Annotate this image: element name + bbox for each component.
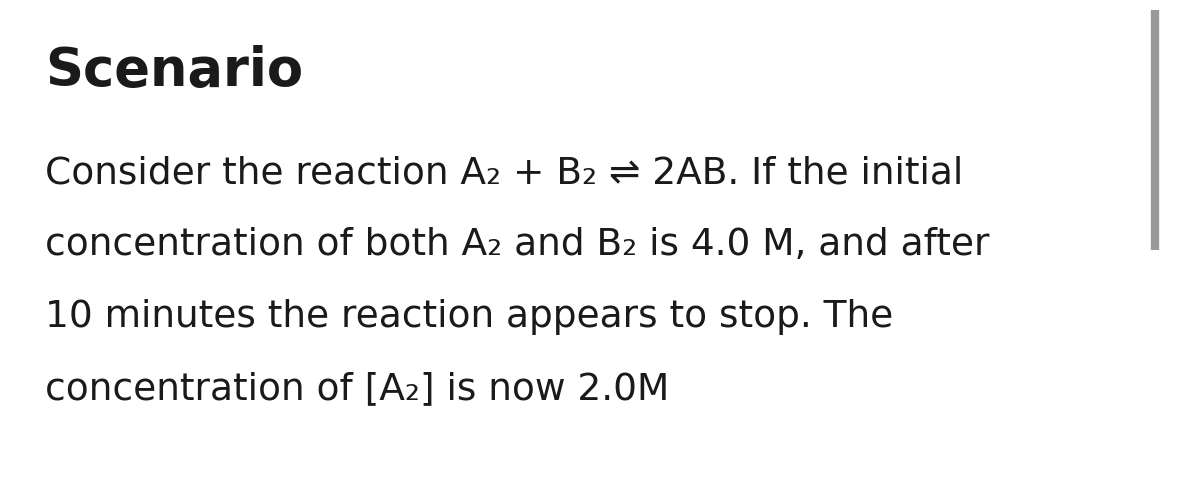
Text: Scenario: Scenario [46,45,304,97]
Text: concentration of [A₂] is now 2.0M: concentration of [A₂] is now 2.0M [46,371,670,407]
Text: concentration of both A₂ and B₂ is 4.0 M, and after: concentration of both A₂ and B₂ is 4.0 M… [46,227,990,263]
Text: 10 minutes the reaction appears to stop. The: 10 minutes the reaction appears to stop.… [46,299,893,335]
Text: Consider the reaction A₂ + B₂ ⇌ 2AB. If the initial: Consider the reaction A₂ + B₂ ⇌ 2AB. If … [46,155,964,191]
